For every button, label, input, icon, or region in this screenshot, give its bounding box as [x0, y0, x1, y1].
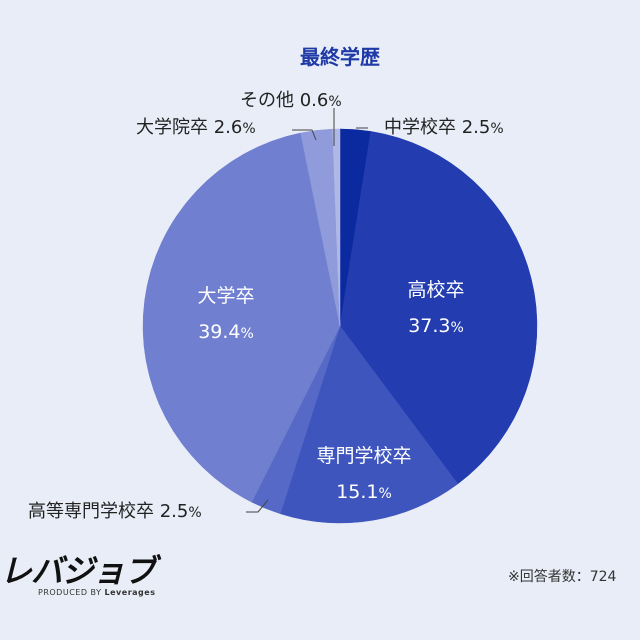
slice-2	[279, 325, 459, 524]
slice-label-5: 大学院卒 2.6%	[136, 117, 256, 138]
leader-3	[246, 499, 269, 513]
pie-slices	[142, 128, 538, 524]
brand-produced-by: PRODUCED BY Leverages	[38, 588, 155, 597]
produced-by-text: PRODUCED BY	[38, 588, 102, 597]
respondents-note: ※回答者数：724	[508, 569, 617, 585]
leader-lines	[246, 108, 368, 513]
slice-label-0: 中学校卒 2.5%	[384, 117, 504, 138]
leader-5	[292, 129, 317, 141]
chart-title: 最終学歴	[300, 45, 380, 69]
slice-value-1: 37.3%	[408, 315, 464, 337]
slice-labels: 高校卒 37.3% 専門学校卒 15.1% 大学卒 39.4% 中学校卒 2.5% 高等専門学…	[28, 90, 504, 522]
slice-value-2: 15.1%	[336, 481, 392, 503]
brand-logo: レバジョブ	[0, 552, 156, 590]
slice-label-3: 高等専門学校卒 2.5%	[28, 501, 202, 522]
slice-label-2: 専門学校卒	[316, 445, 411, 467]
slice-label-4: 大学卒	[197, 285, 254, 307]
slice-1	[339, 131, 538, 485]
slice-label-1: 高校卒	[407, 279, 464, 301]
slice-6	[332, 128, 341, 327]
company-name: Leverages	[104, 588, 156, 597]
slice-value-4: 39.4%	[198, 321, 254, 343]
slice-label-6: その他 0.6%	[240, 90, 342, 111]
slice-4	[142, 132, 341, 503]
